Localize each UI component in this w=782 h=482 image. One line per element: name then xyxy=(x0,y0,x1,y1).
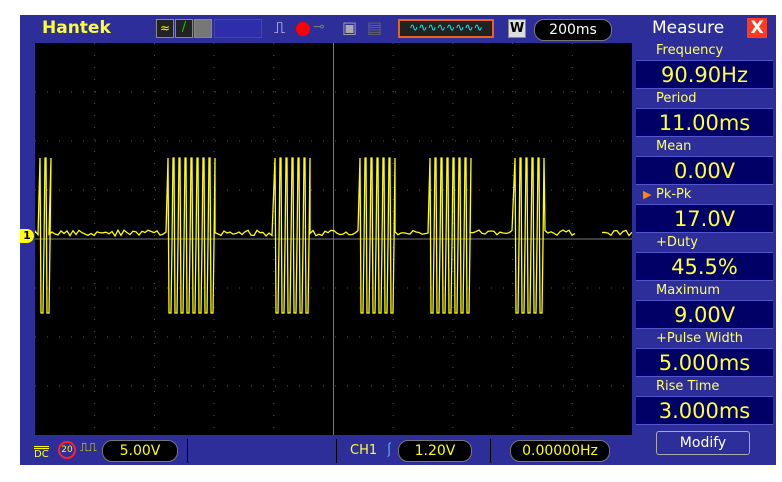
record-icon[interactable] xyxy=(296,22,310,36)
waveform-plot xyxy=(35,43,632,435)
measure-label-text: Period xyxy=(656,91,697,106)
measure-label[interactable]: +Duty xyxy=(636,233,773,252)
brand-logo: Hantek xyxy=(42,18,111,38)
channel-1-marker[interactable]: 1 xyxy=(20,229,34,243)
bandwidth-limit-icon[interactable]: 20 xyxy=(58,441,76,459)
measure-label[interactable]: Period xyxy=(636,89,773,108)
divider xyxy=(490,439,491,463)
measure-label-text: Frequency xyxy=(656,43,723,58)
memory-position-icon[interactable]: ∿∿∿∿∿∿∿∿ xyxy=(398,19,494,38)
rising-edge-icon[interactable]: ⎰ xyxy=(382,440,396,460)
trigger-source[interactable]: CH1 xyxy=(350,443,377,458)
waveform-icon[interactable]: ≈ xyxy=(156,19,174,38)
probe-icon: ⊸ xyxy=(313,19,325,35)
measure-label[interactable]: Maximum xyxy=(636,281,773,300)
measure-label[interactable]: ▶ Pk-Pk xyxy=(636,185,773,204)
measure-title: Measure xyxy=(652,18,724,38)
persist-icon[interactable] xyxy=(194,19,212,38)
coupling-dc-icon[interactable]: DC xyxy=(34,446,49,460)
measure-label[interactable]: Mean xyxy=(636,137,773,156)
print-icon[interactable]: ▤ xyxy=(367,18,382,37)
trigger-level-display[interactable]: 1.20V xyxy=(398,440,472,462)
divider xyxy=(187,439,188,463)
measure-label-text: Maximum xyxy=(656,283,720,298)
top-toolbar: Hantek ≈ / ⎍ ⊸ ▣ ▤ ∿∿∿∿∿∿∿∿ W 200ms xyxy=(20,15,632,43)
measure-value: 9.00V xyxy=(636,300,773,329)
save-icon[interactable]: ▣ xyxy=(342,18,357,37)
mode-icon[interactable]: W xyxy=(508,19,526,38)
measure-value: 11.00ms xyxy=(636,108,773,137)
close-icon[interactable]: X xyxy=(747,18,767,38)
selected-arrow-icon: ▶ xyxy=(643,185,651,204)
measure-value: 3.000ms xyxy=(636,396,773,425)
volts-div-display[interactable]: 5.00V xyxy=(102,440,178,462)
timebase-display[interactable]: 200ms xyxy=(534,19,612,41)
measure-label-text: Mean xyxy=(656,139,691,154)
measure-value: 17.0V xyxy=(636,204,773,233)
measure-label-text: Pk-Pk xyxy=(656,187,691,202)
status-bar: DC 20 ⎍⎍ 5.00V CH1 ⎰ 1.20V 0.00000Hz xyxy=(20,435,632,465)
measure-header: Measure X xyxy=(636,15,773,41)
waveform-display xyxy=(35,43,632,435)
trigger-pulse-icon[interactable]: ⎍ xyxy=(274,18,285,38)
measure-value: 90.90Hz xyxy=(636,60,773,89)
measure-value: 5.000ms xyxy=(636,348,773,377)
measure-label-text: Rise Time xyxy=(656,379,719,394)
trigger-frequency-display: 0.00000Hz xyxy=(510,440,610,462)
measure-label-text: +Pulse Width xyxy=(656,331,743,346)
measure-label[interactable]: Frequency xyxy=(636,41,773,60)
measure-value: 45.5% xyxy=(636,252,773,281)
measure-value: 0.00V xyxy=(636,156,773,185)
measure-label-text: +Duty xyxy=(656,235,698,250)
measure-list: Frequency 90.90Hz Period 11.00ms Mean 0.00V ▶ P… xyxy=(636,41,773,425)
measure-panel: Measure X Frequency 90.90Hz Period 11.00ms Me… xyxy=(636,15,773,465)
blank-slot xyxy=(214,19,262,38)
divider xyxy=(336,439,337,463)
line-icon[interactable]: / xyxy=(175,19,193,38)
measure-label[interactable]: +Pulse Width xyxy=(636,329,773,348)
modify-button[interactable]: Modify xyxy=(656,431,750,455)
probe-attenuation-icon: ⎍⎍ xyxy=(80,440,97,455)
measure-label[interactable]: Rise Time xyxy=(636,377,773,396)
